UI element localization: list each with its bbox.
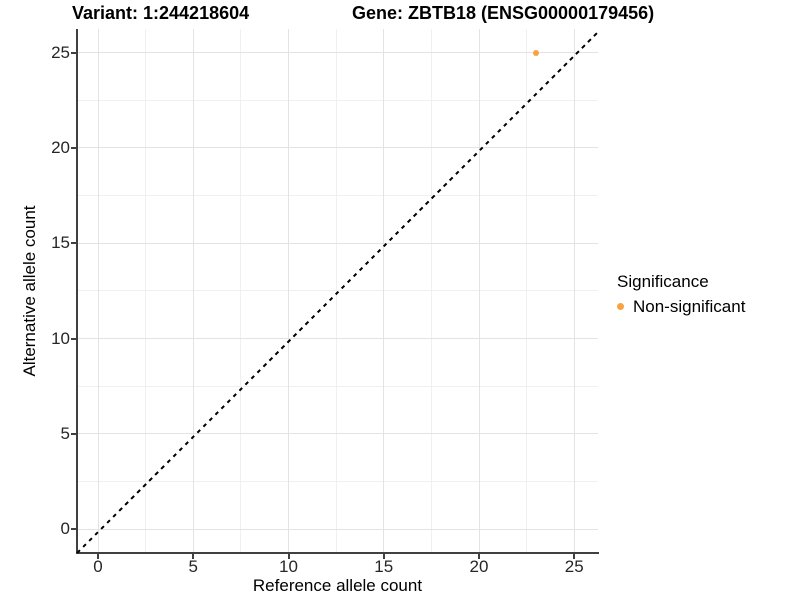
gridline-major-horizontal xyxy=(77,433,598,435)
gridline-major-horizontal xyxy=(77,52,598,54)
gridline-major-vertical xyxy=(573,29,575,553)
gridline-major-vertical xyxy=(478,29,480,553)
plot-title-variant: Variant: 1:244218604 xyxy=(72,3,250,23)
gridline-major-horizontal xyxy=(77,338,598,340)
legend-point-icon xyxy=(617,303,624,310)
gridline-major-vertical xyxy=(192,29,194,553)
legend-title: Significance xyxy=(617,272,709,291)
x-axis-tick xyxy=(382,554,385,559)
data-point xyxy=(533,49,540,56)
x-axis-line xyxy=(76,552,599,554)
x-axis-tick xyxy=(97,554,99,559)
x-tick-label: 20 xyxy=(469,557,489,576)
x-tick-label: 5 xyxy=(188,557,198,576)
y-axis-tick xyxy=(71,337,76,340)
legend-item: Non-significant xyxy=(617,297,745,316)
gridline-major-vertical xyxy=(97,29,99,553)
x-axis-tick xyxy=(287,554,290,559)
gridline-major-horizontal xyxy=(77,147,598,149)
legend: Significance Non-significant xyxy=(617,272,745,316)
gridline-minor-horizontal xyxy=(77,195,598,197)
gridline-major-horizontal xyxy=(77,528,598,530)
y-tick-label: 10 xyxy=(51,328,70,348)
gridline-major-vertical xyxy=(383,29,385,553)
y-tick-label: 25 xyxy=(51,42,70,62)
gridline-minor-vertical xyxy=(526,29,528,553)
y-tick-label: 15 xyxy=(51,233,70,253)
y-axis-tick xyxy=(71,432,76,435)
x-tick-label: 0 xyxy=(93,557,103,576)
y-axis-line xyxy=(76,29,78,554)
gridline-minor-horizontal xyxy=(77,385,598,387)
x-axis-tick xyxy=(192,554,195,559)
legend-item-label: Non-significant xyxy=(633,297,746,316)
gridline-major-vertical xyxy=(288,29,289,553)
y-axis-title: Alternative allele count xyxy=(20,205,39,377)
x-axis-tick xyxy=(573,554,576,559)
x-axis-tick xyxy=(478,554,480,559)
y-axis-tick xyxy=(71,242,76,245)
y-tick-label: 5 xyxy=(60,423,70,443)
y-tick-label: 0 xyxy=(60,519,70,539)
y-axis-tick xyxy=(71,51,76,54)
gridline-major-horizontal xyxy=(77,242,598,244)
x-tick-label: 25 xyxy=(564,557,584,576)
y-axis-tick xyxy=(71,146,76,149)
plot-title-gene: Gene: ZBTB18 (ENSG00000179456) xyxy=(352,3,655,23)
x-axis-title: Reference allele count xyxy=(252,576,423,595)
y-axis-tick xyxy=(71,528,76,531)
gridline-minor-horizontal xyxy=(77,481,598,483)
gridline-minor-horizontal xyxy=(77,99,598,101)
y-tick-label: 20 xyxy=(51,137,70,157)
x-tick-label: 15 xyxy=(374,557,394,576)
gridline-minor-vertical xyxy=(430,29,432,553)
x-tick-label: 10 xyxy=(279,557,298,576)
